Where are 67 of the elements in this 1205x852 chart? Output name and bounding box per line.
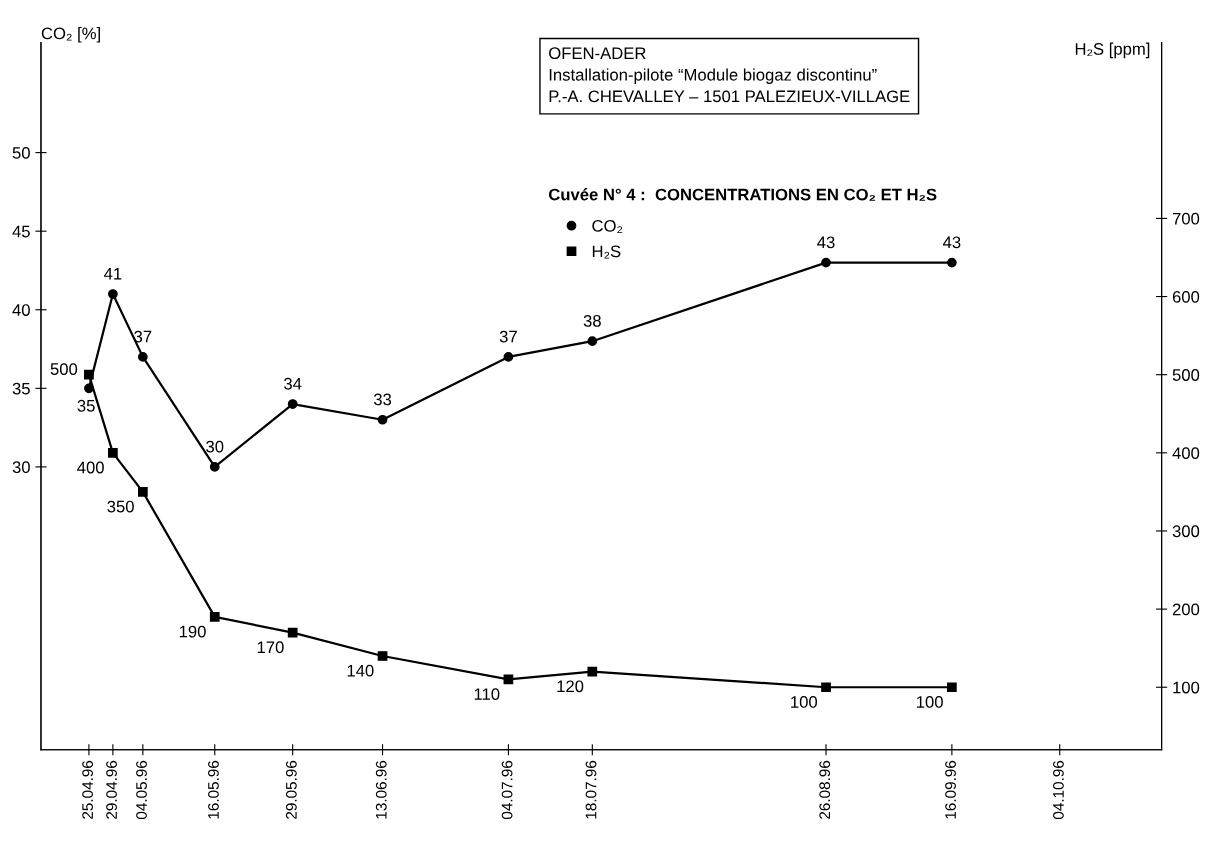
x-tick-label: 16.05.96: [208, 760, 219, 819]
data-label: 41: [104, 268, 122, 280]
point: [137, 487, 148, 497]
point: [821, 257, 831, 268]
point: [108, 289, 118, 299]
y2-tick-label: 600: [1172, 290, 1200, 303]
x-tick-label: 18.07.96: [585, 760, 597, 819]
data-label: 30: [206, 440, 224, 453]
data-label: 110: [474, 688, 500, 701]
data-label: 140: [347, 664, 374, 677]
data-label: 400: [77, 461, 104, 474]
data-label: 100: [917, 696, 943, 708]
data-label: 170: [257, 641, 284, 654]
y2-tick-label: 100: [1173, 681, 1200, 694]
point: [209, 612, 220, 622]
y2-axis-title: H₂S [ppm]: [1075, 42, 1150, 59]
data-label: 34: [284, 377, 302, 390]
x-tick-label: 26.08.96: [819, 760, 831, 819]
data-label: 38: [583, 314, 601, 327]
y-tick-label: 30: [12, 461, 30, 474]
point: [587, 666, 598, 677]
point: [947, 257, 957, 268]
y2-tick-label: 700: [1172, 212, 1200, 225]
y-tick-label: 45: [12, 225, 30, 238]
x-tick-label: 04.10.96: [1053, 760, 1064, 820]
legend-label: CO₂: [592, 219, 623, 233]
data-label: 43: [817, 236, 835, 249]
point: [209, 462, 220, 472]
point: [84, 369, 94, 380]
data-label: 500: [50, 363, 78, 375]
point: [108, 447, 118, 458]
y-tick-label: 35: [12, 382, 30, 395]
data-label: 33: [373, 393, 392, 406]
y2-tick-label: 300: [1172, 525, 1200, 538]
data-label: 37: [499, 330, 517, 343]
x-tick-label: 04.07.96: [501, 760, 513, 820]
data-label: 100: [791, 696, 818, 708]
y2-tick-label: 200: [1172, 603, 1200, 616]
x-tick-label: 29.04.96: [106, 760, 117, 819]
y-tick-label: 40: [12, 304, 30, 316]
data-label: 120: [557, 680, 584, 693]
text: Cuvée N° 4 : CONCENTRATIONS EN CO₂ ET H₂S: [548, 188, 937, 201]
point: [503, 352, 514, 362]
point: [137, 352, 148, 362]
y-tick-label: 50: [12, 147, 30, 159]
point: [821, 682, 831, 693]
data-label: 35: [77, 399, 95, 412]
data-label: 190: [179, 625, 206, 638]
point: [377, 414, 388, 425]
annotation: OFEN-ADER Installation-pilote “Module biogaz discontinu” P.-A. CHEVALLEY – 1501 PALEZIEUX-VILLAGE: [549, 47, 910, 103]
y-axis-title: CO₂ [%]: [41, 27, 100, 43]
y2-tick-label: 400: [1172, 447, 1200, 460]
point: [587, 336, 598, 347]
x-tick-label: 13.06.96: [375, 760, 387, 819]
data-label: 350: [107, 500, 134, 513]
data-label: 37: [134, 330, 152, 343]
point: [287, 399, 298, 409]
legend-label: H₂S: [592, 245, 621, 259]
point: [377, 651, 388, 661]
x-tick-label: 25.04.96: [82, 760, 94, 819]
point: [947, 682, 957, 693]
data-label: 43: [942, 236, 961, 249]
y2-tick-label: 500: [1172, 369, 1200, 381]
x-tick-label: 29.05.96: [285, 760, 297, 819]
x-tick-label: 16.09.96: [945, 760, 956, 819]
x-tick-label: 04.05.96: [136, 760, 147, 820]
point: [287, 627, 298, 638]
